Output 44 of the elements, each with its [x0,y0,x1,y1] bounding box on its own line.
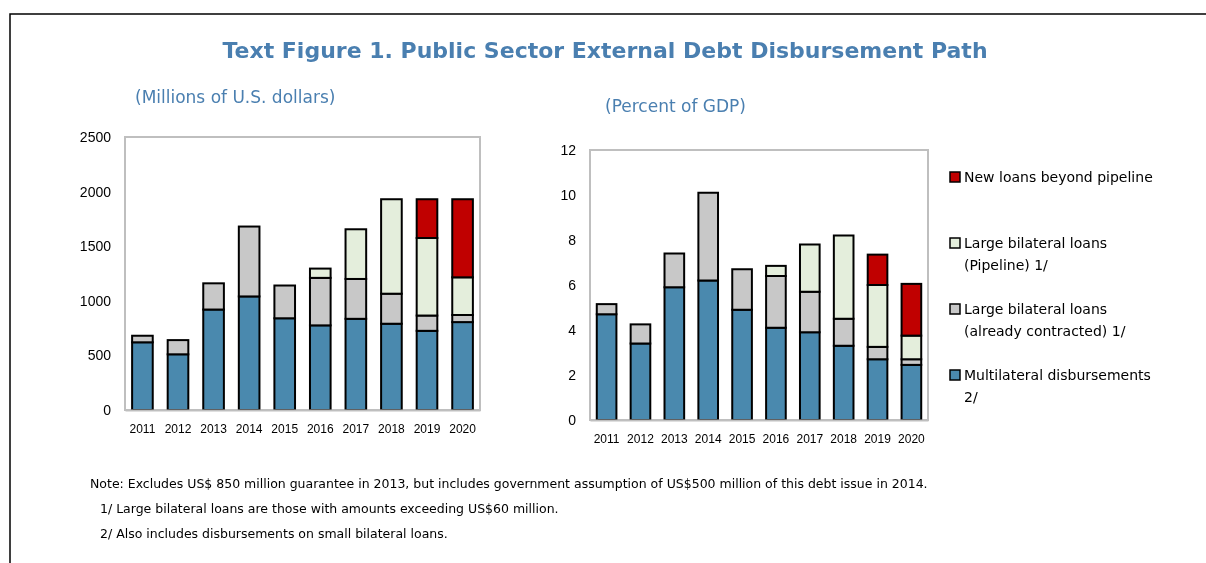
x-tick-label: 2020 [449,421,477,436]
y-tick-label: 10 [560,186,577,203]
text: 1/ Large bilateral loans are those with amounts exceeding US$60 million. [100,501,559,516]
x-tick-label: 2019 [864,431,892,446]
x-tick-label: 2016 [762,431,790,446]
x-tick-label: 2020 [898,431,926,446]
x-tick-label: 2012 [164,421,192,436]
bar [900,363,923,421]
y-tick-label: 2 [568,366,577,383]
chart-subtitle: (Percent of GDP) [605,96,746,116]
x-tick-label: 2013 [200,421,228,436]
x-tick-label: 2018 [378,421,406,436]
chart-subtitle: (Millions of U.S. dollars) [135,87,336,107]
text: Text Figure 1. Public Sector External Debt Disbursement Path [222,38,988,63]
x-tick-label: 2011 [129,421,156,436]
y-tick-label: 2000 [79,183,112,200]
x-tick-label: 2014 [694,431,722,446]
y-tick-label: 0 [103,401,112,418]
y-tick-label: 12 [560,141,577,158]
y-tick-label: 0 [568,411,577,428]
x-tick-label: 2012 [627,431,655,446]
x-tick-label: 2014 [235,421,263,436]
x-tick-label: 2013 [660,431,688,446]
y-tick-label: 2500 [79,128,112,145]
x-tick-label: 2019 [413,421,441,436]
y-tick-label: 1000 [79,292,112,309]
x-tick-label: 2011 [593,431,620,446]
x-tick-label: 2016 [306,421,334,436]
x-tick-label: 2018 [830,431,858,446]
x-tick-label: 2015 [271,421,299,436]
y-tick-label: 4 [568,321,577,338]
x-tick-label: 2015 [728,431,756,446]
x-tick-label: 2017 [796,431,824,446]
y-tick-label: 1500 [79,238,112,255]
legend-label: Multilateral disbursements 2/ [964,367,1151,405]
x-tick-label: 2017 [342,421,370,436]
legend-label: Large bilateral loans (already contracted) 1/ [964,301,1126,339]
y-tick-label: 6 [568,276,577,293]
y-tick-label: 500 [87,347,112,364]
text: Note: Excludes US$ 850 million guarantee in 2013, but includes government assumption of US$500 million of this debt issue in 2014. [90,476,928,491]
legend-label: New loans beyond pipeline [964,169,1153,185]
y-tick-label: 8 [568,231,577,248]
text: 2/ Also includes disbursements on small bilateral loans. [100,526,448,541]
legend-label: Large bilateral loans (Pipeline) 1/ [964,235,1108,273]
